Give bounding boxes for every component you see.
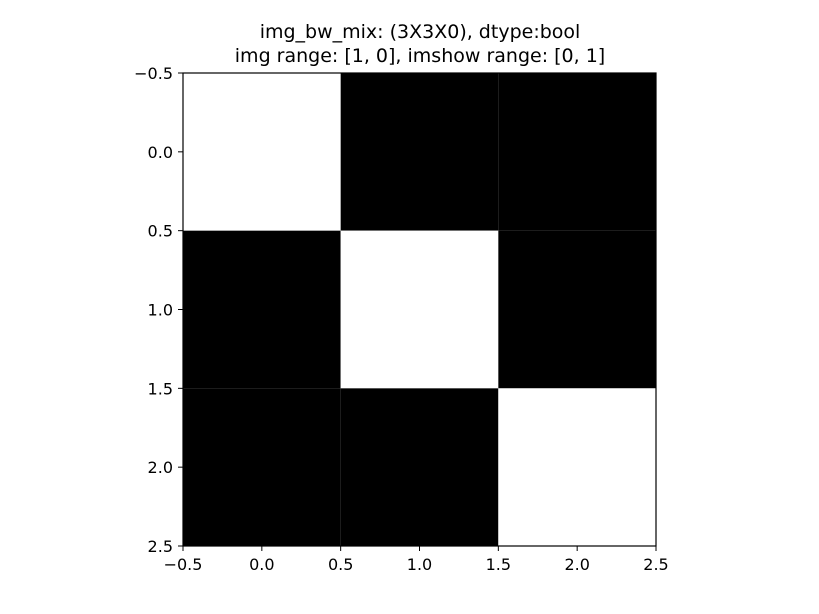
x-tick-label: 1.0 xyxy=(407,555,432,574)
heatmap-cell-r1-c1 xyxy=(340,230,499,389)
x-tick-label: 0.0 xyxy=(249,555,274,574)
heatmap-cell-r0-c2 xyxy=(498,73,656,231)
x-tick-label: 1.5 xyxy=(486,555,511,574)
y-tick-label: −0.5 xyxy=(134,64,173,83)
y-tick-label: 1.0 xyxy=(148,301,173,320)
heatmap-cells xyxy=(183,73,656,546)
x-tick-label: 2.0 xyxy=(564,555,589,574)
heatmap-cell-r2-c1 xyxy=(340,388,499,546)
x-axis: −0.5 0.0 0.5 1.0 1.5 2.0 2.5 xyxy=(164,546,669,574)
y-tick-label: 0.0 xyxy=(148,143,173,162)
y-tick-label: 2.5 xyxy=(148,537,173,556)
chart-title-line-1: img_bw_mix: (3X3X0), dtype:bool xyxy=(259,21,581,43)
heatmap-cell-r0-c1 xyxy=(340,73,499,231)
heatmap-cell-r1-c2 xyxy=(498,230,656,389)
y-tick-label: 0.5 xyxy=(148,222,173,241)
heatmap-cell-r2-c0 xyxy=(183,388,341,546)
y-tick-label: 2.0 xyxy=(148,458,173,477)
x-tick-label: −0.5 xyxy=(164,555,203,574)
chart-title-line-2: img range: [1, 0], imshow range: [0, 1] xyxy=(234,45,606,67)
y-tick-label: 1.5 xyxy=(148,379,173,398)
x-tick-label: 0.5 xyxy=(328,555,353,574)
heatmap-cell-r2-c2 xyxy=(498,388,656,546)
x-tick-label: 2.5 xyxy=(643,555,668,574)
heatmap-cell-r0-c0 xyxy=(183,73,341,231)
heatmap-cell-r1-c0 xyxy=(183,230,341,389)
chart-title: img_bw_mix: (3X3X0), dtype:bool img rang… xyxy=(0,20,819,68)
y-axis: −0.5 0.0 0.5 1.0 1.5 2.0 2.5 xyxy=(134,64,183,556)
